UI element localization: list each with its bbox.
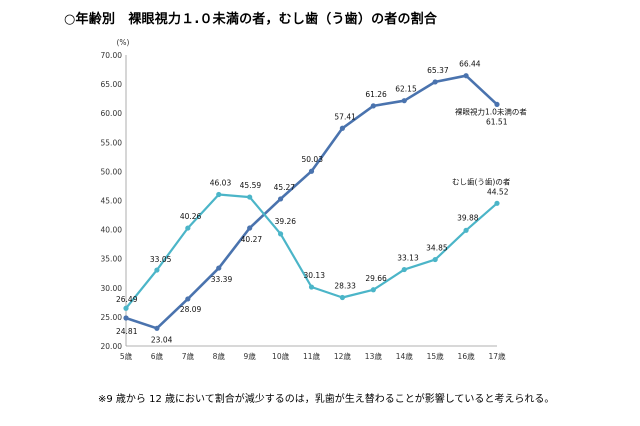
series-lines <box>125 74 498 330</box>
data-label: 24.81 <box>116 327 138 336</box>
y-tick-label: 70.00 <box>101 51 123 60</box>
data-label: 57.41 <box>334 112 356 121</box>
data-label: 45.59 <box>240 181 262 190</box>
data-label: 29.66 <box>365 274 387 283</box>
data-label: 39.88 <box>457 213 479 222</box>
data-label: 39.26 <box>275 217 297 226</box>
y-tick-label: 55.00 <box>101 138 123 147</box>
data-label: 34.85 <box>426 244 448 253</box>
data-label: 40.26 <box>180 212 202 221</box>
y-tick-label: 50.00 <box>101 167 123 176</box>
y-tick-label: 25.00 <box>101 313 123 322</box>
x-tick-label: 9歳 <box>244 351 257 361</box>
data-point <box>277 196 284 202</box>
data-point <box>463 73 469 79</box>
y-tick-label: 20.00 <box>101 342 123 351</box>
data-point <box>432 79 438 85</box>
x-tick-label: 13歳 <box>365 351 383 361</box>
data-label: 62.15 <box>395 85 417 94</box>
data-label: 65.37 <box>427 66 449 75</box>
x-tick-label: 5歳 <box>120 351 133 361</box>
data-label: 46.03 <box>210 179 232 188</box>
y-tick-label: 45.00 <box>101 197 123 206</box>
footnote: ※9 歳から 12 歳において割合が減少するのは，乳歯が生え替わることが影響して… <box>98 394 555 405</box>
y-tick-label: 40.00 <box>101 226 123 235</box>
data-point <box>494 101 500 108</box>
data-point <box>277 231 284 237</box>
y-tick-label: 35.00 <box>101 255 123 264</box>
data-label: 26.49 <box>116 295 138 304</box>
series-line-1 <box>125 74 498 330</box>
data-label: 40.27 <box>241 235 263 244</box>
y-tick-label: 60.00 <box>101 109 123 118</box>
x-tick-label: 15歳 <box>427 351 445 361</box>
x-tick-label: 7歳 <box>182 351 195 361</box>
series-points <box>123 73 500 331</box>
data-point <box>370 287 376 293</box>
data-point <box>185 296 191 302</box>
x-tick-label: 6歳 <box>151 351 164 361</box>
data-label: 28.33 <box>334 282 356 291</box>
series-name-label: 裸眼視力1.0未満の者 <box>455 106 527 116</box>
data-point <box>308 168 315 174</box>
data-point <box>216 265 222 271</box>
data-point <box>339 125 346 131</box>
y-tick-label: 65.00 <box>101 80 123 89</box>
y-axis-ticks: 20.00 25.00 30.00 35.00 40.00 45.00 50.00 55.00… <box>101 51 123 351</box>
x-tick-label: 8歳 <box>213 351 226 361</box>
y-tick-label: 30.00 <box>101 284 123 293</box>
data-point <box>247 194 253 200</box>
data-label: 61.26 <box>365 90 387 99</box>
data-label: 45.27 <box>274 183 296 192</box>
x-tick-label: 14歳 <box>396 351 414 361</box>
data-label: 44.52 <box>487 187 509 196</box>
data-label: 28.09 <box>180 305 202 314</box>
data-point <box>401 266 407 273</box>
data-label: 23.04 <box>151 335 173 344</box>
x-tick-label: 12歳 <box>334 351 352 361</box>
data-labels: 24.81 23.04 28.09 33.39 40.27 45.27 50.03 57.41… <box>116 60 509 345</box>
data-point <box>432 256 438 263</box>
x-tick-label: 17歳 <box>488 351 506 361</box>
data-label: 33.13 <box>397 254 419 263</box>
data-point <box>216 191 222 198</box>
data-point <box>185 225 191 231</box>
data-label: 50.03 <box>302 155 324 164</box>
data-point <box>339 294 346 301</box>
data-point <box>247 225 253 231</box>
data-label: 33.05 <box>150 255 172 264</box>
chart-title: ○年齢別 裸眼視力１.０未満の者，むし歯（う歯）の者の割合 <box>64 12 438 27</box>
data-label: 61.51 <box>486 117 508 126</box>
data-point <box>401 98 407 104</box>
x-axis-ticks: 5歳 6歳 7歳 8歳 9歳 10歳 11歳 12歳 13歳 14歳 15歳 16歳 17歳 <box>120 351 506 361</box>
data-point <box>370 103 376 109</box>
x-tick-label: 11歳 <box>303 351 321 361</box>
data-point <box>123 305 129 311</box>
data-label: 33.39 <box>211 275 233 284</box>
y-axis-label: (%) <box>117 38 130 47</box>
data-label: 30.13 <box>304 271 326 280</box>
chart-axes <box>125 55 497 347</box>
data-point <box>494 200 500 206</box>
x-tick-label: 10歳 <box>272 351 290 361</box>
series-name-label: むし歯(う歯)の者 <box>452 176 511 186</box>
data-point <box>154 325 160 331</box>
data-point <box>154 267 160 273</box>
data-label: 66.44 <box>459 60 481 69</box>
data-point <box>463 227 469 233</box>
data-point <box>308 284 315 290</box>
x-tick-label: 16歳 <box>458 351 476 361</box>
data-point <box>123 315 129 321</box>
